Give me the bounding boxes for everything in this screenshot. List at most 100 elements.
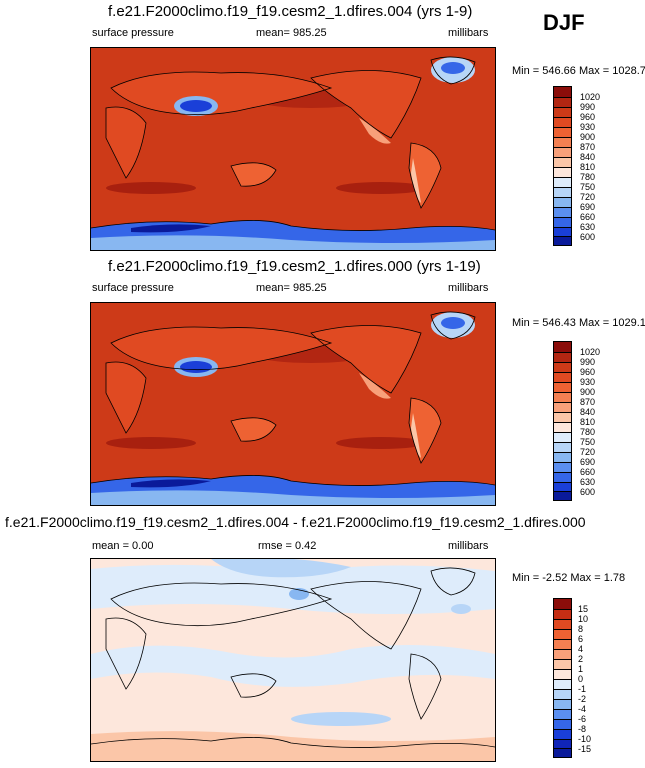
panel-2-title: f.e21.F2000climo.f19_f19.cesm2_1.dfires.… xyxy=(108,258,481,275)
panel-1-colorbar-swatch xyxy=(554,157,571,167)
panel-1-colorbar-label: 660 xyxy=(580,212,596,222)
panel-2-mean-label: mean= 985.25 xyxy=(256,282,327,294)
panel-2-variable-label: surface pressure xyxy=(92,282,174,294)
panel-1-colorbar-label: 960 xyxy=(580,112,596,122)
panel-1-variable-label: surface pressure xyxy=(92,27,174,39)
panel-3-colorbar-swatch xyxy=(554,599,571,609)
panel-3-colorbar-swatch xyxy=(554,679,571,689)
panel-2-colorbar-swatch xyxy=(554,482,571,491)
panel-1-map xyxy=(90,47,496,251)
panel-1-colorbar-label: 900 xyxy=(580,132,596,142)
panel-3-colorbar-swatch xyxy=(554,739,571,748)
panel-1-minmax: Min = 546.66 Max = 1028.78 xyxy=(512,65,645,77)
panel-3-colorbar-label: 2 xyxy=(578,654,584,664)
panel-3-colorbar-swatch xyxy=(554,729,571,739)
panel-1-colorbar-label: 840 xyxy=(580,152,596,162)
panel-2-colorbar-label: 750 xyxy=(580,437,596,447)
panel-3-mean-label: mean = 0.00 xyxy=(92,540,154,552)
panel-3-colorbar-swatch xyxy=(554,629,571,639)
panel-3-colorbar-label: -8 xyxy=(578,724,587,734)
panel-3-colorbar-swatch xyxy=(554,619,571,629)
panel-1-units-label: millibars xyxy=(448,27,489,39)
panel-1-colorbar-swatch xyxy=(554,167,571,177)
panel-1-colorbar-label: 600 xyxy=(580,232,596,242)
panel-3-colorbar-label: -1 xyxy=(578,684,587,694)
panel-1-map-graphic xyxy=(91,48,495,250)
panel-1-colorbar-swatch xyxy=(554,117,571,127)
panel-2-colorbar-swatch xyxy=(554,402,571,412)
panel-1-colorbar-label: 1020 xyxy=(580,92,601,102)
panel-2-colorbar-label: 840 xyxy=(580,407,596,417)
panel-2-colorbar-swatch xyxy=(554,452,571,462)
panel-1-mean-label: mean= 985.25 xyxy=(256,27,327,39)
panel-3-map xyxy=(90,558,496,762)
panel-1-colorbar-swatch xyxy=(554,236,571,245)
panel-2-colorbar-label: 660 xyxy=(580,467,596,477)
panel-3-colorbar-label: 0 xyxy=(578,674,584,684)
panel-3-colorbar-swatch xyxy=(554,748,571,757)
panel-2-colorbar-swatch xyxy=(554,342,571,352)
panel-1-colorbar-swatch xyxy=(554,187,571,197)
panel-1-colorbar-label: 720 xyxy=(580,192,596,202)
panel-1-colorbar-label: 780 xyxy=(580,172,596,182)
panel-2-colorbar-label: 900 xyxy=(580,387,596,397)
panel-2-map-graphic xyxy=(91,303,495,505)
panel-2-colorbar-label: 960 xyxy=(580,367,596,377)
panel-1-colorbar-swatch xyxy=(554,107,571,117)
panel-1-colorbar-swatch xyxy=(554,127,571,137)
panel-2-colorbar-swatch xyxy=(554,352,571,362)
panel-1-colorbar-swatch xyxy=(554,147,571,157)
panel-3-map-graphic xyxy=(91,559,495,761)
panel-1-title: f.e21.F2000climo.f19_f19.cesm2_1.dfires.… xyxy=(108,3,473,20)
panel-3-colorbar-label: -4 xyxy=(578,704,587,714)
panel-3-colorbar-label: 8 xyxy=(578,624,584,634)
panel-2-colorbar-swatch xyxy=(554,472,571,482)
panel-3-colorbar-swatch xyxy=(554,689,571,699)
panel-3-colorbar-swatch xyxy=(554,659,571,669)
panel-3-colorbar-swatch xyxy=(554,639,571,649)
panel-3-colorbar xyxy=(553,598,572,758)
panel-3-colorbar-swatch xyxy=(554,609,571,619)
panel-3-minmax: Min = -2.52 Max = 1.78 xyxy=(512,572,626,584)
panel-1-colorbar-label: 990 xyxy=(580,102,596,112)
panel-2-colorbar-swatch xyxy=(554,382,571,392)
panel-1-colorbar-swatch xyxy=(554,97,571,107)
panel-3-colorbar-label: 10 xyxy=(578,614,589,624)
panel-1-colorbar-swatch xyxy=(554,217,571,227)
panel-2-colorbar-label: 780 xyxy=(580,427,596,437)
panel-1-colorbar-label: 810 xyxy=(580,162,596,172)
panel-2-minmax: Min = 546.43 Max = 1029.10 xyxy=(512,317,645,329)
panel-2-units-label: millibars xyxy=(448,282,489,294)
panel-3-colorbar-swatch xyxy=(554,669,571,679)
panel-3-colorbar-swatch xyxy=(554,699,571,709)
panel-2-colorbar-label: 870 xyxy=(580,397,596,407)
panel-2-colorbar-label: 930 xyxy=(580,377,596,387)
panel-2-colorbar-swatch xyxy=(554,422,571,432)
panel-2-map xyxy=(90,302,496,506)
panel-2-colorbar-swatch xyxy=(554,491,571,500)
panel-3-colorbar-label: -2 xyxy=(578,694,587,704)
panel-2-colorbar-label: 720 xyxy=(580,447,596,457)
panel-2-colorbar-swatch xyxy=(554,432,571,442)
panel-2-colorbar-swatch xyxy=(554,392,571,402)
panel-1-colorbar-label: 750 xyxy=(580,182,596,192)
panel-3-title: f.e21.F2000climo.f19_f19.cesm2_1.dfires.… xyxy=(5,514,586,530)
panel-2-colorbar-label: 990 xyxy=(580,357,596,367)
panel-3-units-label: millibars xyxy=(448,540,489,552)
panel-1-colorbar-label: 630 xyxy=(580,222,596,232)
panel-1-colorbar-swatch xyxy=(554,227,571,236)
panel-2-colorbar-swatch xyxy=(554,462,571,472)
panel-3-colorbar-label: 1 xyxy=(578,664,584,674)
panel-3-colorbar-swatch xyxy=(554,649,571,659)
panel-3-colorbar-swatch xyxy=(554,719,571,729)
panel-3-colorbar-label: -10 xyxy=(578,734,592,744)
panel-3-colorbar-label: 4 xyxy=(578,644,584,654)
panel-3-colorbar-label: -15 xyxy=(578,744,592,754)
panel-1-colorbar-swatch xyxy=(554,197,571,207)
panel-1-colorbar-swatch xyxy=(554,137,571,147)
panel-1-colorbar xyxy=(553,86,572,246)
panel-3-colorbar-label: 15 xyxy=(578,604,589,614)
panel-2-colorbar-swatch xyxy=(554,412,571,422)
panel-2-colorbar-swatch xyxy=(554,362,571,372)
panel-1-colorbar-label: 690 xyxy=(580,202,596,212)
